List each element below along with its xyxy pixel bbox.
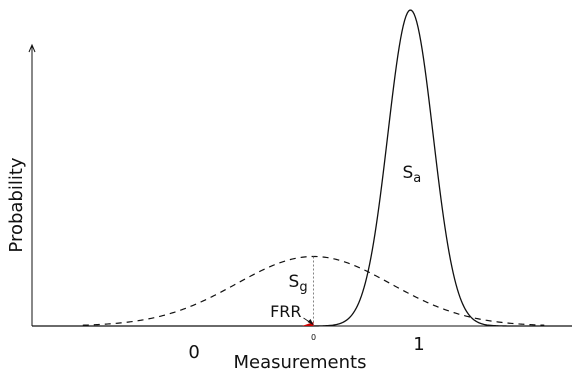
series-sg-label-main: S [289, 272, 300, 292]
series-sa-label-sub: a [413, 171, 421, 186]
x-tick-label-0: 0 [188, 342, 199, 363]
series-sa-label-main: S [402, 163, 413, 183]
x-axis-label: Measurements [234, 352, 367, 373]
series-sg-curve [82, 255, 545, 326]
frr-label: FRR [270, 302, 301, 321]
series-sa-label: Sa [402, 163, 421, 186]
y-axis-label: Probability [6, 157, 27, 252]
x-tick-label-1: 1 [413, 334, 424, 355]
frr-arrowhead-icon [307, 319, 314, 325]
series-sa-curve [32, 9, 572, 327]
y-axis-arrow-icon [28, 43, 36, 53]
series-sg-label-sub: g [299, 280, 307, 295]
threshold-tick-label: 0 [311, 333, 316, 342]
series-sg-label: Sg [289, 272, 308, 295]
